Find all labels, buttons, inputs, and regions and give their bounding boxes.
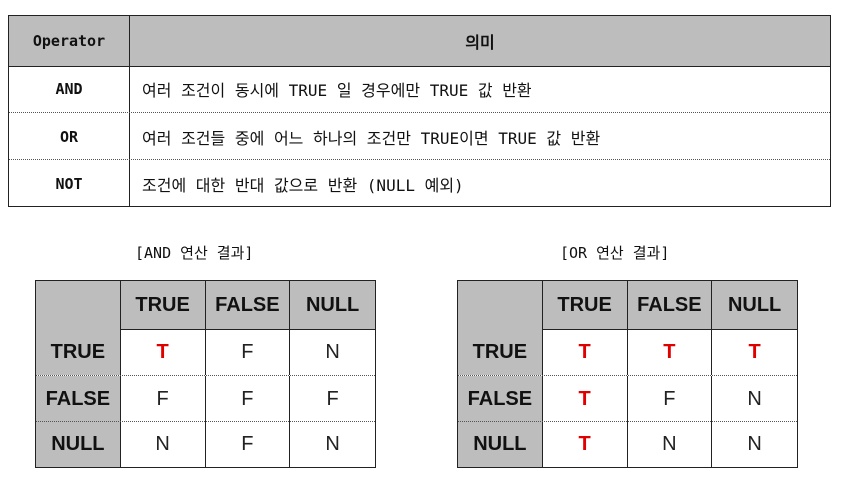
result-cell: F [206,422,291,467]
result-cell: N [325,433,340,455]
operator-cell: OR [9,113,130,160]
operator-cell: AND [9,66,130,112]
row-header: NULL [36,422,121,467]
corner-cell [36,281,121,329]
truth-table-row: NULL N F N [36,421,375,467]
operator-table-header: Operator 의미 [9,16,830,67]
or-truth-table: TRUE FALSE NULL TRUE T T T FALSE T F N N… [457,280,798,468]
row-header: TRUE [458,329,543,375]
truth-table-header: TRUE FALSE NULL [36,281,375,330]
column-header: FALSE [627,281,713,329]
truth-table-row: FALSE T F N [458,375,797,422]
column-header: TRUE [120,281,206,329]
result-cell: F [326,387,339,410]
row-header: TRUE [36,329,121,375]
result-cell: T [543,329,628,375]
meaning-cell: 조건에 대한 반대 값으로 반환 (NULL 예외) [142,175,464,195]
table-row: AND 여러 조건이 동시에 TRUE 일 경우에만 TRUE 값 반환 [9,66,830,112]
row-header: FALSE [458,376,543,422]
column-header-operator: Operator [9,16,130,66]
table-row: NOT 조건에 대한 반대 값으로 반환 (NULL 예외) [9,159,830,207]
result-cell: N [325,340,340,363]
result-cell: T [543,376,628,422]
column-header: TRUE [542,281,628,329]
result-cell: T [121,329,206,375]
result-cell: T [628,329,713,375]
truth-table-row: NULL T N N [458,421,797,467]
result-cell: F [206,376,291,422]
result-cell: N [747,387,762,410]
and-table-caption: [AND 연산 결과] [135,244,254,262]
column-header: FALSE [205,281,291,329]
result-cell: N [747,433,762,455]
meaning-cell: 여러 조건이 동시에 TRUE 일 경우에만 TRUE 값 반환 [142,81,532,100]
result-cell: F [628,376,713,422]
meaning-cell: 여러 조건들 중에 어느 하나의 조건만 TRUE이면 TRUE 값 반환 [142,128,601,148]
row-header: FALSE [36,376,121,422]
result-cell: F [121,376,206,422]
truth-table-row: FALSE F F F [36,375,375,422]
column-header: NULL [290,281,375,329]
result-cell: T [543,422,628,467]
truth-table-header: TRUE FALSE NULL [458,281,797,330]
result-cell: N [628,422,713,467]
and-truth-table: TRUE FALSE NULL TRUE T F N FALSE F F F N… [35,280,376,468]
or-table-caption: [OR 연산 결과] [560,244,670,262]
truth-table-row: TRUE T T T [458,329,797,375]
truth-table-row: TRUE T F N [36,329,375,375]
column-header: NULL [712,281,797,329]
row-header: NULL [458,422,543,467]
operator-cell: NOT [9,160,130,207]
column-header-meaning: 의미 [130,16,830,66]
result-cell: N [121,422,206,467]
result-cell: F [206,329,291,375]
result-cell: T [748,340,761,363]
table-row: OR 여러 조건들 중에 어느 하나의 조건만 TRUE이면 TRUE 값 반환 [9,112,830,160]
corner-cell [458,281,543,329]
operator-table: Operator 의미 AND 여러 조건이 동시에 TRUE 일 경우에만 T… [8,15,831,207]
